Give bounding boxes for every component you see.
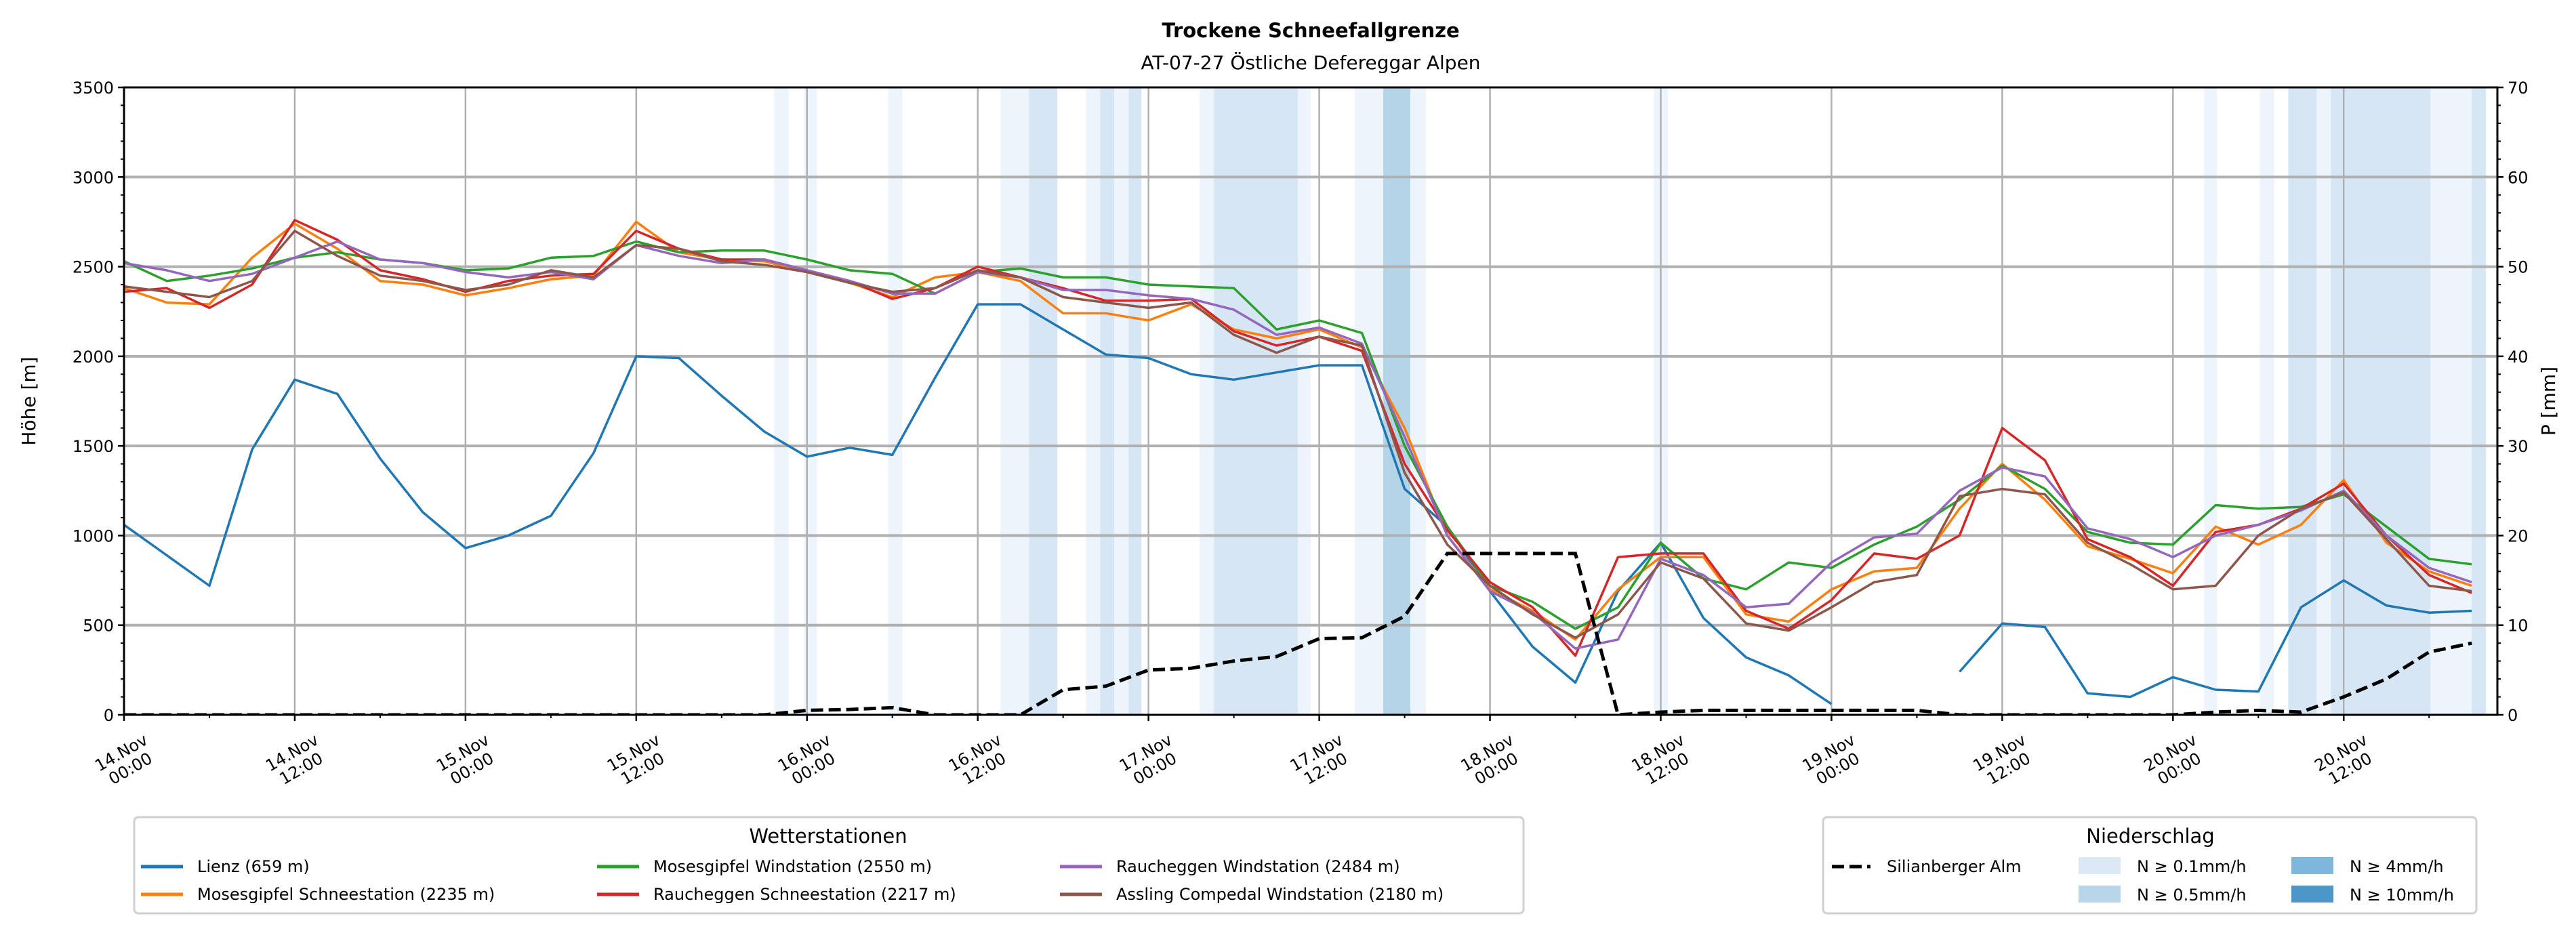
precip-band [1355, 87, 1384, 715]
series-line [124, 303, 2472, 705]
precip-band [2204, 87, 2217, 715]
precip-band [2430, 87, 2472, 715]
precip-band [1000, 87, 1029, 715]
legend-patch [2291, 857, 2333, 874]
precip-band [1128, 87, 1142, 715]
legend-patch-label: N ≥ 4mm/h [2350, 857, 2444, 876]
legend-stations-title: Wetterstationen [749, 825, 907, 848]
precip-bands [774, 87, 2487, 715]
y-tick-label: 1500 [73, 437, 114, 456]
series-line [124, 219, 2472, 657]
y-tick-label: 2000 [73, 348, 114, 367]
legend-precip: Niederschlag Silianberger Alm N ≥ 0.1mm/… [1822, 816, 2478, 915]
chart-subtitle: AT-07-27 Östliche Defereggar Alpen [1141, 51, 1480, 74]
legend-label: Raucheggen Windstation (2484 m) [1116, 857, 1400, 876]
precip-band [1100, 87, 1115, 715]
y-axis-label: Höhe [m] [18, 356, 40, 445]
y-tick-label: 2500 [73, 258, 114, 277]
y-tick-label: 3000 [73, 168, 114, 187]
plot-frame [123, 86, 2499, 716]
precip-band [1029, 87, 1058, 715]
y2-tick-label: 0 [2508, 706, 2518, 725]
legend-precip-title: Niederschlag [2086, 825, 2214, 848]
precip-band [1298, 87, 1311, 715]
legend-stations: Wetterstationen Lienz (659 m) Mosesgipfel… [133, 816, 1525, 915]
precip-band [1114, 87, 1129, 715]
precip-band [1214, 87, 1299, 715]
y2-axis-label: P [mm] [2537, 367, 2560, 436]
legend-patch-label: N ≥ 0.5mm/h [2137, 886, 2247, 905]
precip-band [804, 87, 817, 715]
precip-line [124, 552, 2472, 715]
legend-patch [2079, 857, 2121, 874]
legend-label: Mosesgipfel Windstation (2550 m) [653, 857, 932, 876]
legend-patch-label: N ≥ 0.1mm/h [2137, 857, 2247, 876]
series-line [124, 220, 2472, 641]
precip-band [2316, 87, 2331, 715]
precip-band [1086, 87, 1101, 715]
precip-band [2288, 87, 2317, 715]
precip-band [2331, 87, 2431, 715]
y2-tick-label: 40 [2508, 348, 2529, 367]
precip-band [2260, 87, 2274, 715]
grid [124, 87, 2497, 715]
precip-band [774, 87, 789, 715]
legend-patch-label: N ≥ 10mm/h [2350, 886, 2454, 905]
legend-label: Lienz (659 m) [197, 857, 310, 876]
precip-band [1200, 87, 1214, 715]
y2-tick-label: 30 [2508, 437, 2529, 456]
y-tick-label: 500 [83, 617, 114, 636]
precip-band [2472, 87, 2487, 715]
y2-tick-label: 20 [2508, 526, 2529, 545]
legend-label: Mosesgipfel Schneestation (2235 m) [197, 885, 495, 904]
precip-band [888, 87, 903, 715]
series-lines [124, 219, 2472, 715]
legend-patch [2079, 886, 2121, 903]
legend-precip-line-label: Silianberger Alm [1887, 857, 2022, 876]
y-tick-label: 0 [104, 706, 114, 725]
legend-label: Assling Compedal Windstation (2180 m) [1116, 885, 1444, 904]
y-tick-label: 3500 [73, 79, 114, 98]
series-line [124, 240, 2472, 650]
y2-tick-label: 70 [2508, 79, 2529, 98]
precip-band [1410, 87, 1427, 715]
legend-label: Raucheggen Schneestation (2217 m) [653, 885, 956, 904]
chart-title: Trockene Schneefallgrenze [1162, 19, 1459, 42]
legend-patch [2291, 886, 2333, 903]
series-line [124, 229, 2472, 639]
y2-tick-label: 10 [2508, 617, 2529, 636]
y-tick-label: 1000 [73, 526, 114, 545]
y2-tick-label: 60 [2508, 168, 2529, 187]
y2-tick-label: 50 [2508, 258, 2529, 277]
